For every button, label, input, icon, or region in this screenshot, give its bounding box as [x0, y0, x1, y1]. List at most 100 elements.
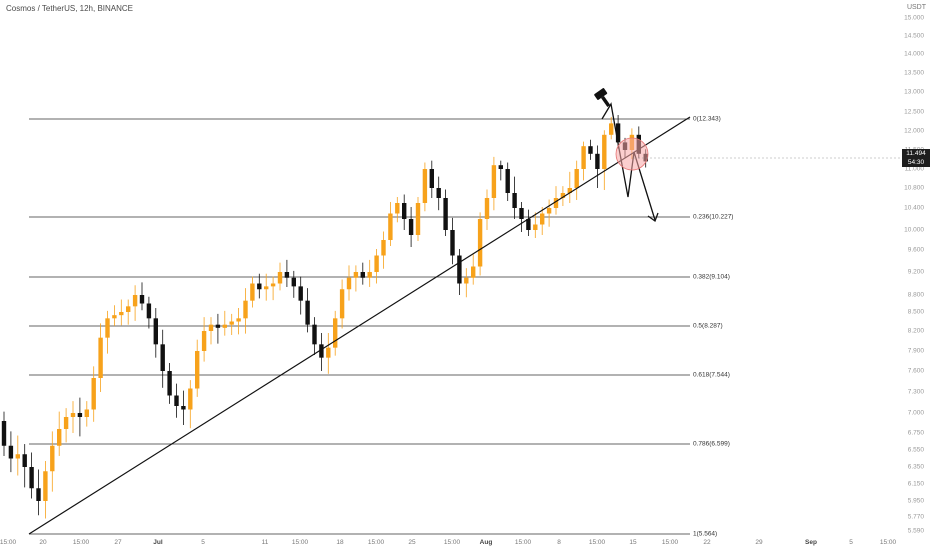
price-axis-label: 7.300	[907, 388, 924, 396]
candle-body	[533, 224, 538, 230]
price-axis-label: 5.770	[907, 513, 924, 521]
price-axis-label: 11.000	[904, 165, 924, 173]
candle-body	[381, 240, 386, 256]
time-axis-label: 15:00	[661, 539, 679, 546]
candle-body	[505, 169, 510, 193]
candle-body	[112, 315, 117, 319]
candle-body	[546, 208, 552, 214]
current-price-tag: 11.494 54:30	[902, 149, 930, 167]
candle-body	[188, 388, 193, 410]
price-axis-label: 7.900	[907, 347, 924, 355]
gavel-icon	[594, 88, 611, 108]
candle-body	[402, 203, 407, 219]
price-axis-label: 10.400	[904, 204, 924, 212]
candle-body	[43, 471, 48, 501]
candle-body	[360, 272, 365, 278]
candle-body	[312, 324, 317, 345]
candle-body	[615, 123, 621, 143]
price-axis-label: 9.600	[907, 246, 924, 254]
fib-level-label: 0.236(10.227)	[693, 213, 734, 221]
candle-body	[15, 454, 20, 459]
price-axis-label: 9.200	[907, 268, 924, 276]
candle-body	[422, 169, 428, 203]
price-axis-label: 13.500	[904, 69, 924, 77]
candle-body	[91, 378, 96, 410]
fib-level-label: 0.382(9.104)	[693, 273, 730, 281]
price-axis-label: 14.000	[904, 50, 924, 58]
fib-level-label: 1(5.564)	[693, 530, 718, 538]
candle-body	[498, 165, 503, 169]
price-axis-label: 8.800	[907, 291, 924, 299]
candle-body	[526, 219, 531, 230]
candle-body	[333, 318, 338, 348]
candle-body	[588, 146, 593, 154]
time-axis-label: 5	[201, 539, 205, 546]
candle-body	[567, 188, 572, 193]
time-axis-label: 5	[849, 539, 853, 546]
candle-body	[284, 272, 290, 278]
fib-level-label: 0.5(8.287)	[693, 322, 723, 330]
candle-body	[36, 488, 41, 501]
time-axis-label: Jul	[153, 539, 163, 546]
time-axis-label: 15	[629, 539, 637, 546]
candle-body	[415, 203, 421, 235]
time-axis-label: 15:00	[588, 539, 606, 546]
candle-body	[250, 283, 255, 301]
candle-body	[22, 454, 27, 467]
price-axis-label: 6.350	[907, 463, 924, 471]
candle-body	[305, 300, 310, 325]
candle-body	[574, 169, 579, 188]
candle-body	[243, 300, 248, 319]
price-axis-label: 8.500	[907, 308, 924, 316]
time-axis-label: 8	[557, 539, 561, 546]
candle-body	[132, 295, 138, 307]
candle-body	[8, 445, 14, 459]
candle-body	[236, 318, 241, 322]
candle-body	[105, 318, 110, 338]
candle-body	[353, 272, 359, 278]
candle-body	[298, 286, 303, 301]
time-axis-label: 15:00	[514, 539, 532, 546]
candle-body	[346, 277, 352, 290]
price-axis-label: 5.950	[907, 497, 924, 505]
fib-level-label: 0.786(6.599)	[693, 440, 730, 448]
candle-body	[326, 347, 331, 358]
candle-body	[471, 266, 476, 278]
candle-body	[457, 255, 462, 284]
time-axis-label: 29	[755, 539, 763, 546]
time-axis-label: 18	[336, 539, 344, 546]
price-axis-label: 15.000	[904, 14, 924, 22]
candle-body	[436, 188, 441, 198]
candle-body	[450, 230, 455, 256]
candle-body	[367, 272, 372, 278]
time-axis-label: 15:00	[443, 539, 461, 546]
candle-body	[491, 165, 497, 198]
price-axis-label: 7.600	[907, 367, 924, 375]
candle-body	[222, 324, 227, 328]
candle-body	[63, 417, 69, 429]
candle-body	[174, 395, 179, 406]
fib-level-label: 0.618(7.544)	[693, 371, 730, 379]
candle-body	[319, 344, 324, 358]
candle-body	[1, 421, 7, 446]
price-axis-label: 10.000	[904, 226, 924, 234]
candle-body	[553, 198, 559, 208]
candle-body	[374, 255, 379, 272]
candle-body	[98, 337, 103, 378]
time-axis-label: 22	[703, 539, 711, 546]
candle-body	[560, 193, 566, 198]
time-axis-label: 27	[114, 539, 122, 546]
candle-body	[84, 409, 89, 417]
candle-body	[70, 413, 76, 417]
candle-body	[408, 219, 414, 235]
candle-body	[201, 331, 207, 351]
candle-body	[139, 295, 145, 304]
time-axis-label: Sep	[805, 539, 817, 546]
time-axis-label: 15:00	[0, 539, 17, 546]
candle-body	[512, 193, 517, 208]
quote-currency: USDT	[906, 4, 926, 11]
current-price-value: 11.494	[906, 150, 926, 157]
candle-body	[119, 312, 124, 316]
price-axis-label: 10.800	[904, 184, 924, 192]
